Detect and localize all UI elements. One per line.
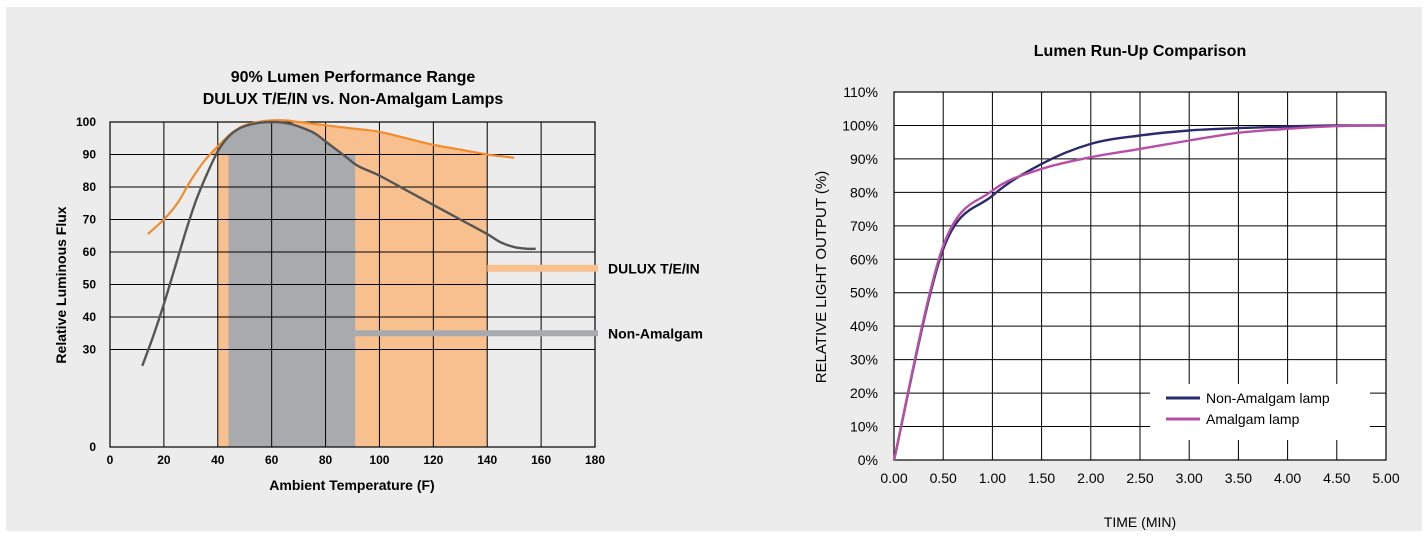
chart2-y-tick-label: 100% (842, 117, 878, 133)
chart1-x-tick-label: 100 (369, 453, 389, 467)
chart2-y-tick-label: 0% (858, 452, 878, 468)
chart2-x-tick-label: 5.00 (1372, 470, 1399, 486)
chart2-series-line-0 (892, 124, 1387, 461)
dulux-legend-label: DULUX T/E/IN (608, 260, 700, 276)
chart1-x-tick-label: 160 (531, 453, 551, 467)
non-amalgam-series-line (141, 120, 536, 367)
chart1-y-tick-label: 50 (83, 278, 97, 292)
chart2-x-tick-label: 4.50 (1323, 470, 1350, 486)
chart1-y-tick-label: 60 (83, 245, 97, 259)
non-amalgam-legend-bar (355, 330, 598, 337)
chart2-y-tick-label: 40% (850, 318, 878, 334)
chart1-x-tick-label: 180 (585, 453, 605, 467)
chart2-legend-label-0: Non-Amalgam lamp (1206, 390, 1330, 406)
chart2-y-tick-label: 90% (850, 151, 878, 167)
non-amalgam-peak-fill (142, 122, 536, 155)
chart2-x-tick-label: 3.50 (1225, 470, 1252, 486)
chart2-y-tick-label: 10% (850, 419, 878, 435)
chart2-legend-label-1: Amalgam lamp (1206, 411, 1300, 427)
chart2-y-axis-label: RELATIVE LIGHT OUTPUT (%) (813, 171, 830, 384)
chart2-series-line-1 (892, 124, 1387, 461)
chart2-y-tick-label: 50% (850, 285, 878, 301)
chart1-title-line2: DULUX T/E/IN vs. Non-Amalgam Lamps (203, 91, 504, 108)
chart2-x-tick-label: 0.50 (930, 470, 957, 486)
chart1-y-tick-label: 100 (76, 115, 96, 129)
chart1-y-tick-label: 0 (89, 440, 96, 454)
chart1-y-axis-label: Relative Luminous Flux (53, 206, 69, 363)
chart2-x-tick-label: 3.00 (1176, 470, 1203, 486)
chart2-y-tick-label: 80% (850, 184, 878, 200)
chart1-title-line1: 90% Lumen Performance Range (231, 69, 476, 86)
chart1-x-axis-label: Ambient Temperature (F) (269, 477, 434, 493)
chart1-y-tick-label: 90 (83, 148, 97, 162)
chart1-x-tick-label: 0 (107, 453, 114, 467)
chart2-x-tick-label: 1.00 (979, 470, 1006, 486)
dulux-legend-bar (487, 264, 598, 272)
chart2-plot-frame (893, 91, 1387, 461)
chart2-y-tick-label: 30% (850, 352, 878, 368)
chart1-y-tick-label: 80 (83, 180, 97, 194)
chart2-x-axis-label: TIME (MIN) (1104, 514, 1176, 530)
chart2-title: Lumen Run-Up Comparison (1034, 43, 1246, 60)
chart2-y-tick-label: 20% (850, 385, 878, 401)
chart1-x-tick-label: 40 (211, 453, 225, 467)
chart2-x-tick-label: 0.00 (880, 470, 907, 486)
chart1-y-tick-label: 70 (83, 213, 97, 227)
chart1-x-tick-label: 140 (477, 453, 497, 467)
chart1-y-tick-label: 40 (83, 310, 97, 324)
chart2-legend-box (1150, 384, 1370, 440)
chart2-x-tick-label: 4.00 (1274, 470, 1301, 486)
chart1-x-tick-label: 20 (157, 453, 171, 467)
chart2-x-tick-label: 2.00 (1077, 470, 1104, 486)
chart1-plot-frame (109, 121, 596, 448)
non-amalgam-legend-label: Non-Amalgam (608, 325, 703, 341)
chart2-group (892, 91, 1387, 461)
chart1-x-tick-label: 60 (265, 453, 279, 467)
dulux-series-line (146, 119, 515, 235)
chart1-y-tick-label: 30 (83, 343, 97, 357)
chart1-group (109, 119, 598, 448)
chart2-x-tick-label: 1.50 (1028, 470, 1055, 486)
chart1-x-tick-label: 120 (423, 453, 443, 467)
chart2-x-tick-label: 2.50 (1126, 470, 1153, 486)
chart2-y-tick-label: 70% (850, 218, 878, 234)
chart2-y-tick-label: 110% (843, 84, 878, 100)
non-amalgam-band (228, 154, 356, 447)
chart2-y-tick-label: 60% (850, 251, 878, 267)
chart1-x-tick-label: 80 (319, 453, 333, 467)
